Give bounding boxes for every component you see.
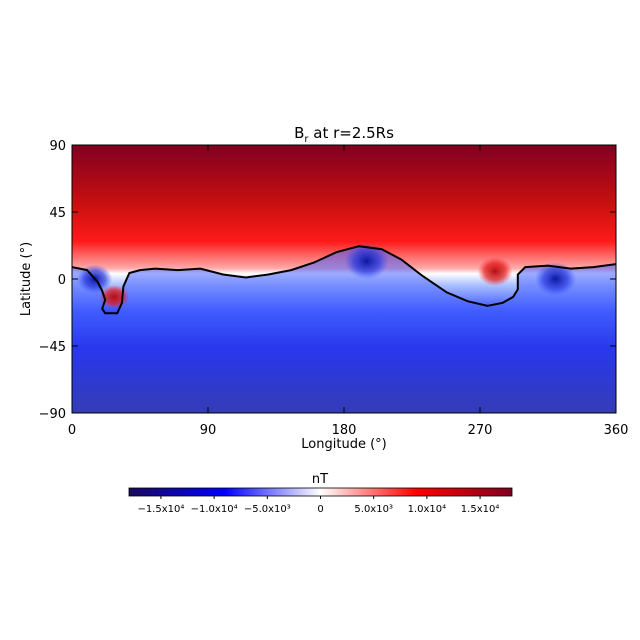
colorbar-ticks: −1.5x10⁴ −1.0x10⁴ −5.0x10³ 0 5.0x10³ 1.0x10⁴ 1…: [137, 496, 499, 515]
y-tick-label: −45: [39, 340, 66, 355]
colorbar-tick-label: 1.5x10⁴: [461, 504, 500, 515]
x-axis: 0 90 180 270 360: [68, 145, 629, 438]
x-tick-label: 90: [200, 423, 217, 438]
y-axis-label: Latitude (°): [19, 242, 34, 316]
x-tick-label: 180: [332, 423, 357, 438]
field-feature-2: [535, 262, 577, 296]
y-tick-label: −90: [39, 407, 66, 422]
chart-title: Br at r=2.5Rs: [294, 124, 394, 145]
colorbar-label: nT: [312, 472, 328, 487]
neutral-line: [72, 245, 616, 315]
colorbar-tick-label: −5.0x10³: [244, 504, 291, 515]
colorbar-tick-label: 5.0x10³: [354, 504, 393, 515]
colorbar-tick-label: −1.5x10⁴: [137, 504, 184, 515]
x-axis-label: Longitude (°): [301, 437, 386, 452]
colorbar-tick-label: −1.0x10⁴: [191, 504, 238, 515]
y-tick-label: 90: [49, 139, 66, 154]
plot-area: [72, 145, 616, 413]
x-tick-label: 270: [468, 423, 493, 438]
x-tick-label: 360: [604, 423, 629, 438]
y-axis: 90 45 0 −45 −90: [39, 139, 616, 422]
field-feature-0: [344, 243, 389, 280]
colorbar-tick-label: 1.0x10⁴: [408, 504, 447, 515]
y-tick-label: 45: [49, 206, 66, 221]
y-tick-label: 0: [58, 273, 66, 288]
colorbar: [128, 487, 513, 497]
field-feature-1: [477, 257, 513, 286]
negative-polarity-region: [72, 246, 616, 413]
colorbar-tick-label: 0: [317, 504, 323, 515]
x-tick-label: 0: [68, 423, 76, 438]
